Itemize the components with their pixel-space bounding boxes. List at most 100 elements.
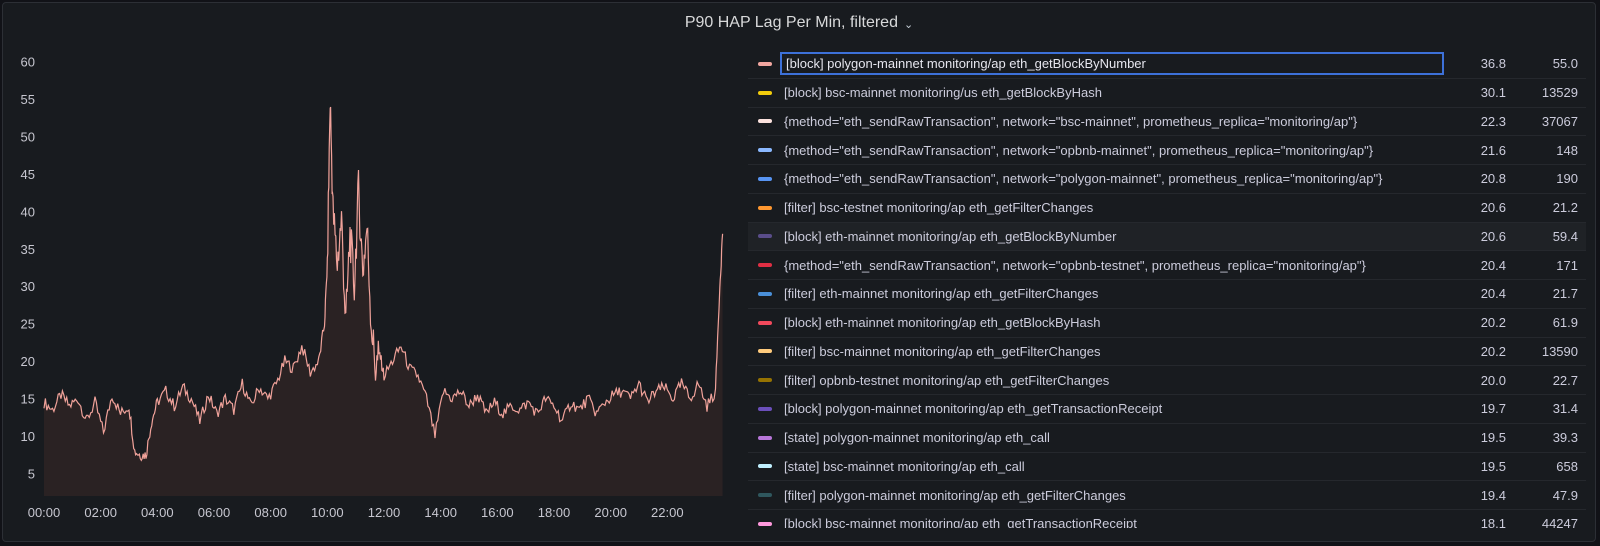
x-tick-label: 08:00 <box>254 505 287 520</box>
chevron-down-icon[interactable]: ⌄ <box>903 18 914 31</box>
legend-series-label[interactable]: [filter] polygon-mainnet monitoring/ap e… <box>784 487 1126 503</box>
panel-header[interactable]: P90 HAP Lag Per Min, filtered ⌄ <box>3 11 1595 35</box>
legend-series-label[interactable]: {method="eth_sendRawTransaction", networ… <box>784 113 1358 129</box>
x-tick-label: 00:00 <box>28 505 61 520</box>
legend-swatch <box>758 464 772 469</box>
legend-series-label[interactable]: [block] polygon-mainnet monitoring/ap et… <box>784 401 1163 417</box>
legend-swatch <box>758 493 772 498</box>
legend-value: 20.2 <box>1480 343 1506 359</box>
x-tick-label: 18:00 <box>538 505 571 520</box>
legend-row[interactable]: [state] polygon-mainnet monitoring/ap et… <box>748 424 1586 453</box>
legend-swatch <box>758 263 772 268</box>
legend-swatch <box>758 148 772 153</box>
legend-row[interactable]: {method="eth_sendRawTransaction", networ… <box>748 165 1586 194</box>
legend-row[interactable]: [block] polygon-mainnet monitoring/ap et… <box>748 395 1586 424</box>
legend-row[interactable]: {method="eth_sendRawTransaction", networ… <box>748 108 1586 137</box>
legend-value: 21.2 <box>1552 200 1578 216</box>
legend-value: 13590 <box>1541 343 1578 359</box>
legend-value: 30.1 <box>1480 85 1506 101</box>
legend-value: 20.0 <box>1480 372 1506 388</box>
panel-title[interactable]: P90 HAP Lag Per Min, filtered <box>684 14 898 31</box>
legend-series-label[interactable]: [filter] bsc-mainnet monitoring/ap eth_g… <box>784 343 1101 359</box>
legend-series-label[interactable]: [block] eth-mainnet monitoring/ap eth_ge… <box>784 228 1117 244</box>
legend-value: 148 <box>1556 142 1578 158</box>
legend-swatch <box>758 320 772 325</box>
legend-row[interactable]: [block] bsc-mainnet monitoring/us eth_ge… <box>748 79 1586 108</box>
x-tick-label: 16:00 <box>481 505 514 520</box>
legend-value: 55.0 <box>1552 56 1578 72</box>
y-tick-label: 40 <box>21 204 35 219</box>
legend-swatch <box>758 61 772 66</box>
legend-row[interactable]: [filter] polygon-mainnet monitoring/ap e… <box>748 481 1586 510</box>
legend-value: 59.4 <box>1552 228 1578 244</box>
legend-row[interactable]: [filter] eth-mainnet monitoring/ap eth_g… <box>748 280 1586 309</box>
legend-value: 20.4 <box>1480 257 1506 273</box>
legend-value: 47.9 <box>1552 487 1578 503</box>
legend-row[interactable]: {method="eth_sendRawTransaction", networ… <box>748 251 1586 280</box>
legend-series-label[interactable]: [block] polygon-mainnet monitoring/ap et… <box>780 52 1444 76</box>
y-tick-label: 25 <box>21 317 35 332</box>
legend-value: 13529 <box>1541 85 1578 101</box>
legend-table: [block] polygon-mainnet monitoring/ap et… <box>748 50 1586 528</box>
legend-row[interactable]: [filter] bsc-testnet monitoring/ap eth_g… <box>748 194 1586 223</box>
y-tick-label: 30 <box>21 279 35 294</box>
legend-value: 21.6 <box>1480 142 1506 158</box>
legend-value: 19.5 <box>1480 458 1506 474</box>
legend-row[interactable]: [filter] bsc-mainnet monitoring/ap eth_g… <box>748 338 1586 367</box>
legend-row[interactable]: {method="eth_sendRawTransaction", networ… <box>748 136 1586 165</box>
line-chart[interactable]: 5 10 15 20 25 30 35 40 45 50 55 60 00:00 02:00 04:00 06… <box>0 0 745 546</box>
legend-swatch <box>758 90 772 95</box>
legend-swatch <box>758 406 772 411</box>
x-tick-label: 10:00 <box>311 505 344 520</box>
legend-swatch <box>758 378 772 383</box>
y-tick-label: 10 <box>21 429 35 444</box>
y-tick-label: 45 <box>21 167 35 182</box>
y-tick-label: 55 <box>21 92 35 107</box>
legend-value: 44247 <box>1541 516 1578 528</box>
legend-value: 20.4 <box>1480 286 1506 302</box>
x-tick-label: 12:00 <box>368 505 401 520</box>
legend-value: 20.6 <box>1480 200 1506 216</box>
x-tick-label: 02:00 <box>84 505 117 520</box>
legend-series-label[interactable]: {method="eth_sendRawTransaction", networ… <box>784 171 1383 187</box>
x-tick-label: 04:00 <box>141 505 174 520</box>
legend-value: 18.1 <box>1480 516 1506 528</box>
x-tick-label: 06:00 <box>198 505 231 520</box>
legend-value: 20.8 <box>1480 171 1506 187</box>
legend-swatch <box>758 521 772 526</box>
legend-series-label[interactable]: [state] bsc-mainnet monitoring/ap eth_ca… <box>784 458 1025 474</box>
legend-series-label[interactable]: [state] polygon-mainnet monitoring/ap et… <box>784 430 1050 446</box>
legend-value: 36.8 <box>1480 56 1506 72</box>
x-tick-label: 20:00 <box>594 505 627 520</box>
legend-row[interactable]: [block] eth-mainnet monitoring/ap eth_ge… <box>748 222 1586 252</box>
legend-row[interactable]: [block] eth-mainnet monitoring/ap eth_ge… <box>748 309 1586 338</box>
legend-value: 19.5 <box>1480 430 1506 446</box>
legend-series-label[interactable]: [block] bsc-mainnet monitoring/us eth_ge… <box>784 85 1102 101</box>
y-tick-label: 35 <box>21 242 35 257</box>
legend-swatch <box>758 349 772 354</box>
y-tick-label: 20 <box>21 354 35 369</box>
legend-series-label[interactable]: [filter] bsc-testnet monitoring/ap eth_g… <box>784 200 1094 216</box>
legend-value: 20.6 <box>1480 228 1506 244</box>
y-tick-label: 15 <box>21 392 35 407</box>
legend-row[interactable]: [block] bsc-mainnet monitoring/ap eth_ge… <box>748 510 1586 528</box>
legend-value: 20.2 <box>1480 315 1506 331</box>
legend-row[interactable]: [filter] opbnb-testnet monitoring/ap eth… <box>748 366 1586 395</box>
legend-swatch <box>758 205 772 210</box>
legend-series-label[interactable]: {method="eth_sendRawTransaction", networ… <box>784 142 1374 158</box>
legend-series-label[interactable]: [block] eth-mainnet monitoring/ap eth_ge… <box>784 315 1101 331</box>
y-tick-label: 60 <box>21 54 35 69</box>
legend-value: 190 <box>1556 171 1578 187</box>
legend-series-label[interactable]: [filter] eth-mainnet monitoring/ap eth_g… <box>784 286 1099 302</box>
y-tick-label: 5 <box>28 467 35 482</box>
legend-series-label[interactable]: [block] bsc-mainnet monitoring/ap eth_ge… <box>784 516 1137 528</box>
legend-value: 61.9 <box>1552 315 1578 331</box>
legend-row[interactable]: [block] polygon-mainnet monitoring/ap et… <box>748 50 1586 79</box>
legend-series-label[interactable]: {method="eth_sendRawTransaction", networ… <box>784 257 1366 273</box>
x-tick-label: 14:00 <box>424 505 457 520</box>
legend-row[interactable]: [state] bsc-mainnet monitoring/ap eth_ca… <box>748 453 1586 482</box>
legend-value: 22.3 <box>1480 113 1506 129</box>
legend-value: 39.3 <box>1552 430 1578 446</box>
legend-swatch <box>758 119 772 124</box>
legend-series-label[interactable]: [filter] opbnb-testnet monitoring/ap eth… <box>784 372 1110 388</box>
